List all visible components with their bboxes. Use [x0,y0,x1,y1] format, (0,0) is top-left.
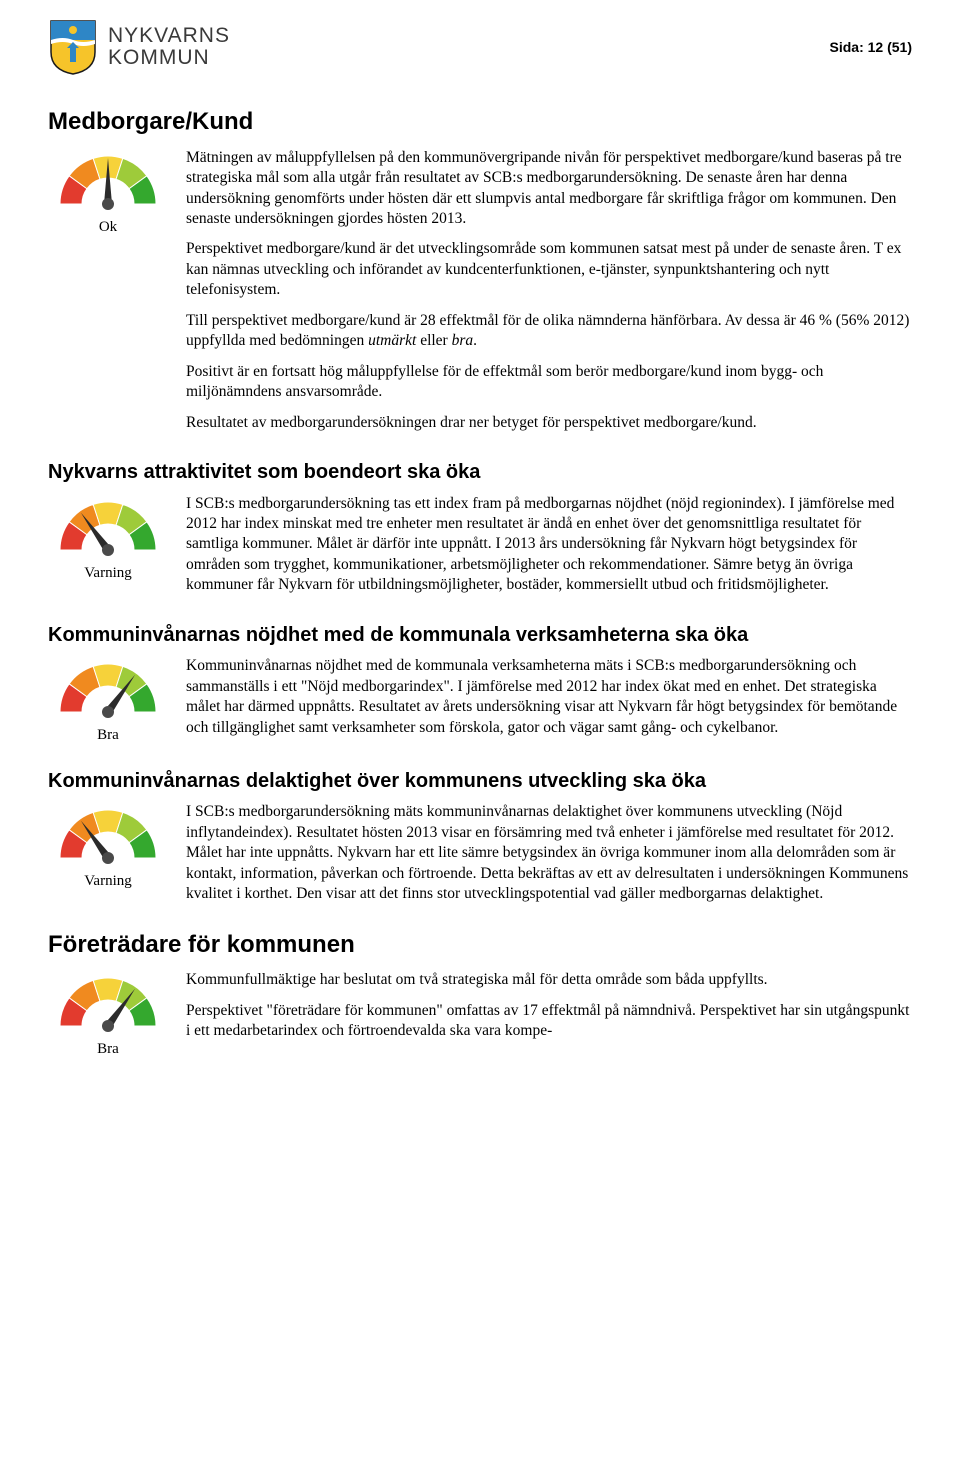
gauge-icon [48,974,168,1038]
municipality-crest-icon [48,18,98,76]
body-paragraph: Positivt är en fortsatt hög måluppfyllel… [186,362,912,403]
logo-block: NYKVARNS KOMMUN [48,18,230,76]
text-col-foretradare: Kommunfullmäktige har beslutat om två st… [186,970,912,1045]
org-name: NYKVARNS KOMMUN [108,25,230,69]
section-title-medborgare: Medborgare/Kund [48,106,912,138]
page-number-label: Sida: 12 (51) [830,38,912,56]
gauge-icon [48,660,168,724]
body-paragraph: Perspektivet medborgare/kund är det utve… [186,239,912,300]
org-name-line2: KOMMUN [108,47,230,69]
gauge-col-foretradare: Bra [48,970,168,1060]
gauge-icon [48,806,168,870]
gauge-col-delaktighet: Varning [48,802,168,892]
text-col-nojdhet: Kommuninvånarnas nöjdhet med de kommunal… [186,656,912,742]
body-paragraph: I SCB:s medborgarundersökning tas ett in… [186,494,912,596]
gauge-col-medborgare: Ok [48,148,168,238]
gauge-icon [48,498,168,562]
text-col-attraktivitet: I SCB:s medborgarundersökning tas ett in… [186,494,912,600]
gauge-caption: Ok [48,218,168,238]
section-title-nojdhet: Kommuninvånarnas nöjdhet med de kommunal… [48,622,912,648]
section-block-nojdhet: Bra Kommuninvånarnas nöjdhet med de komm… [48,656,912,746]
body-paragraph: Till perspektivet medborgare/kund är 28 … [186,311,912,352]
section-title-foretradare: Företrädare för kommunen [48,929,912,961]
body-paragraph: Perspektivet "företrädare för kommunen" … [186,1001,912,1042]
text-col-delaktighet: I SCB:s medborgarundersökning mäts kommu… [186,802,912,908]
section-title-attraktivitet: Nykvarns attraktivitet som boendeort ska… [48,459,912,485]
section-block-medborgare: Ok Mätningen av måluppfyllelsen på den k… [48,148,912,437]
gauge-caption: Varning [48,564,168,584]
section-block-delaktighet: Varning I SCB:s medborgarundersökning mä… [48,802,912,908]
gauge-caption: Bra [48,726,168,746]
gauge-col-nojdhet: Bra [48,656,168,746]
body-paragraph: I SCB:s medborgarundersökning mäts kommu… [186,802,912,904]
body-paragraph: Kommuninvånarnas nöjdhet med de kommunal… [186,656,912,738]
section-block-foretradare: Bra Kommunfullmäktige har beslutat om tv… [48,970,912,1060]
body-paragraph: Mätningen av måluppfyllelsen på den komm… [186,148,912,230]
gauge-col-attraktivitet: Varning [48,494,168,584]
gauge-icon [48,152,168,216]
text-col-medborgare: Mätningen av måluppfyllelsen på den komm… [186,148,912,437]
page-header: NYKVARNS KOMMUN Sida: 12 (51) [48,18,912,76]
body-paragraph: Kommunfullmäktige har beslutat om två st… [186,970,912,990]
section-block-attraktivitet: Varning I SCB:s medborgarundersökning ta… [48,494,912,600]
gauge-caption: Bra [48,1040,168,1060]
section-title-delaktighet: Kommuninvånarnas delaktighet över kommun… [48,768,912,794]
body-paragraph: Resultatet av medborgarundersökningen dr… [186,413,912,433]
org-name-line1: NYKVARNS [108,25,230,47]
gauge-caption: Varning [48,872,168,892]
